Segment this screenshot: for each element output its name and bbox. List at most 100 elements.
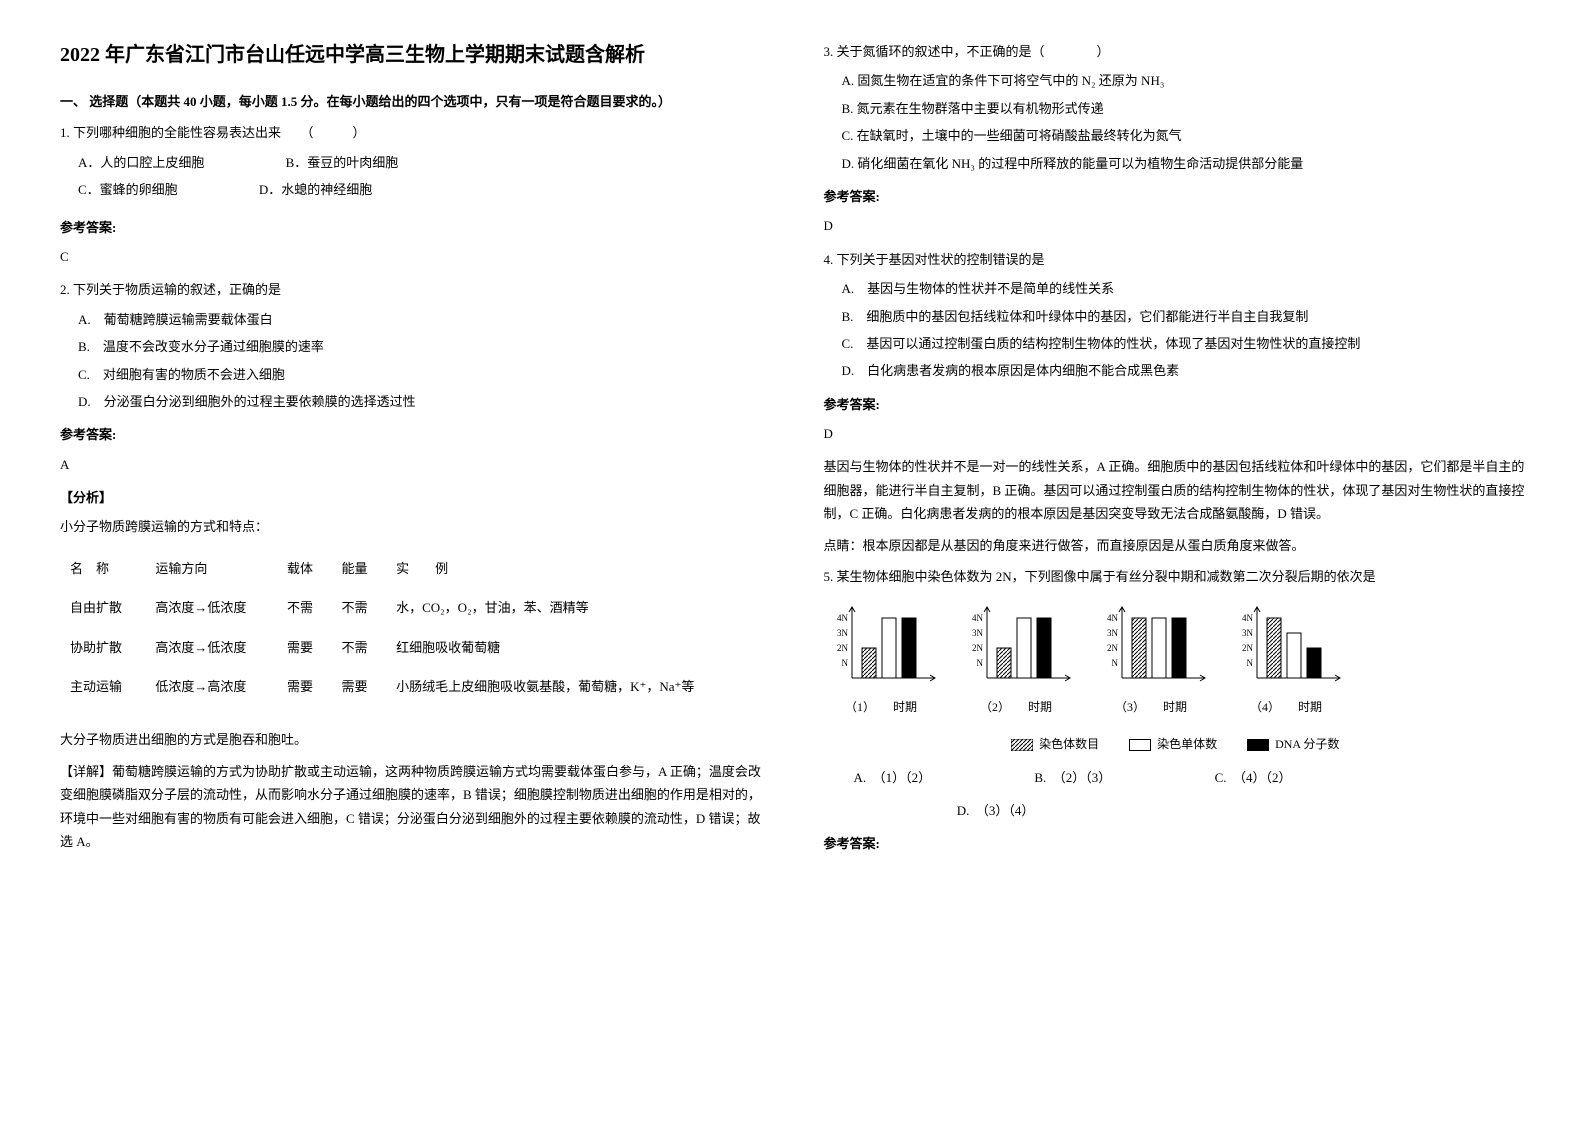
table-cell: 不需 [332, 628, 387, 667]
table-cell: 高浓度→低浓度 [145, 628, 277, 667]
table-cell: 主动运输 [60, 667, 145, 706]
table-cell: 协助扩散 [60, 628, 145, 667]
bar-chart-icon: 4N 3N 2N N [824, 603, 939, 693]
table-cell: 水，CO₂，O₂，甘油，苯、酒精等 [386, 588, 763, 627]
table-cell: 不需 [332, 588, 387, 627]
table-header: 能量 [332, 549, 387, 588]
q2-choice-b: B. 温度不会改变水分子通过细胞膜的速率 [78, 335, 764, 358]
q2-detail: 【详解】葡萄糖跨膜运输的方式为协助扩散或主动运输，这两种物质跨膜运输方式均需要载… [60, 760, 764, 854]
table-header: 实 例 [386, 549, 763, 588]
svg-text:4N: 4N [1242, 613, 1254, 623]
q1-answer: C [60, 245, 764, 268]
q4-answer: D [824, 422, 1528, 445]
svg-text:3N: 3N [1107, 628, 1119, 638]
table-row: 主动运输 低浓度→高浓度 需要 需要 小肠绒毛上皮细胞吸收氨基酸，葡萄糖，K⁺，… [60, 667, 764, 706]
table-cell: 红细胞吸收葡萄糖 [386, 628, 763, 667]
right-column: 3. 关于氮循环的叙述中，不正确的是（ ） A. 固氮生物在适宜的条件下可将空气… [824, 40, 1528, 862]
legend-row: 染色体数目 染色单体数 DNA 分子数 [824, 734, 1528, 756]
table-row: 名 称 运输方向 载体 能量 实 例 [60, 549, 764, 588]
q4-choice-b: B. 细胞质中的基因包括线粒体和叶绿体中的基因，它们都能进行半自主自我复制 [842, 305, 1528, 328]
svg-text:2N: 2N [1107, 643, 1119, 653]
q5-choices-2: D. （3）（4） [824, 799, 1528, 822]
q5-choice-b: B. （2）（3） [1034, 766, 1111, 789]
legend-item: DNA 分子数 [1247, 734, 1339, 756]
legend-label: DNA 分子数 [1275, 734, 1339, 756]
section-header-1: 一、 选择题（本题共 40 小题，每小题 1.5 分。在每小题给出的四个选项中，… [60, 90, 764, 113]
table-cell: 低浓度→高浓度 [145, 667, 277, 706]
q3-choice-a: A. 固氮生物在适宜的条件下可将空气中的 N₂ 还原为 NH₃ [842, 69, 1528, 92]
q1-choice-b: B．蚕豆的叶肉细胞 [286, 151, 399, 174]
q2-answer: A [60, 453, 764, 476]
svg-text:N: N [1111, 658, 1118, 668]
legend-item: 染色体数目 [1011, 734, 1099, 756]
legend-item: 染色单体数 [1129, 734, 1217, 756]
q5-choice-d: D. （3）（4） [957, 799, 1035, 822]
svg-text:4N: 4N [972, 613, 984, 623]
table-cell: 需要 [277, 628, 332, 667]
q3-choice-c: C. 在缺氧时，土壤中的一些细菌可将硝酸盐最终转化为氮气 [842, 124, 1528, 147]
q1-answer-label: 参考答案: [60, 216, 764, 239]
q2-choice-c: C. 对细胞有害的物质不会进入细胞 [78, 363, 764, 386]
q4-answer-label: 参考答案: [824, 393, 1528, 416]
svg-text:4N: 4N [837, 613, 849, 623]
chart-label: （4） 时期 [1229, 697, 1344, 719]
q3-answer: D [824, 214, 1528, 237]
svg-text:N: N [1246, 658, 1253, 668]
q4-choice-d: D. 白化病患者发病的根本原因是体内细胞不能合成黑色素 [842, 359, 1528, 382]
svg-text:N: N [841, 658, 848, 668]
q5-choices: A. （1）（2） B. （2）（3） C. （4）（2） [854, 766, 1528, 789]
legend-swatch-solid-icon [1247, 739, 1269, 751]
bar-chart-icon: 4N 3N 2N N [1229, 603, 1344, 693]
chart-3: 4N 3N 2N N （3） 时期 [1094, 603, 1209, 719]
q5-choice-c: C. （4）（2） [1215, 766, 1292, 789]
q4-tip: 点睛：根本原因都是从基因的角度来进行做答，而直接原因是从蛋白质角度来做答。 [824, 534, 1528, 557]
legend-label: 染色单体数 [1157, 734, 1217, 756]
q5-choice-a: A. （1）（2） [854, 766, 932, 789]
chart-4: 4N 3N 2N N （4） 时期 [1229, 603, 1344, 719]
svg-text:3N: 3N [1242, 628, 1254, 638]
transport-table: 名 称 运输方向 载体 能量 实 例 自由扩散 高浓度→低浓度 不需 不需 水，… [60, 549, 764, 707]
table-cell: 高浓度→低浓度 [145, 588, 277, 627]
chart-label: （2） 时期 [959, 697, 1074, 719]
q2-analysis-label: 【分析】 [60, 486, 764, 509]
q1-choice-a: A．人的口腔上皮细胞 [78, 151, 204, 174]
q4-choice-a: A. 基因与生物体的性状并不是简单的线性关系 [842, 277, 1528, 300]
q4-explain: 基因与生物体的性状并不是一对一的线性关系，A 正确。细胞质中的基因包括线粒体和叶… [824, 455, 1528, 525]
q2-note: 大分子物质进出细胞的方式是胞吞和胞吐。 [60, 728, 764, 751]
q3-choice-b: B. 氮元素在生物群落中主要以有机物形式传递 [842, 97, 1528, 120]
table-cell: 不需 [277, 588, 332, 627]
svg-text:2N: 2N [837, 643, 849, 653]
svg-text:N: N [976, 658, 983, 668]
q2-choice-d: D. 分泌蛋白分泌到细胞外的过程主要依赖膜的选择透过性 [78, 390, 764, 413]
svg-text:3N: 3N [972, 628, 984, 638]
svg-text:2N: 2N [1242, 643, 1254, 653]
legend-swatch-empty-icon [1129, 739, 1151, 751]
charts-row: 4N3N2NN（1） 时期4N3N2NN（2） 时期4N3N2NN（3） 时期4… [824, 603, 1528, 719]
q2-answer-label: 参考答案: [60, 423, 764, 446]
page-title: 2022 年广东省江门市台山任远中学高三生物上学期期末试题含解析 [60, 40, 764, 70]
q3-answer-label: 参考答案: [824, 185, 1528, 208]
legend-label: 染色体数目 [1039, 734, 1099, 756]
q1-text: 1. 下列哪种细胞的全能性容易表达出来 （ ） [60, 121, 764, 144]
table-row: 自由扩散 高浓度→低浓度 不需 不需 水，CO₂，O₂，甘油，苯、酒精等 [60, 588, 764, 627]
left-column: 2022 年广东省江门市台山任远中学高三生物上学期期末试题含解析 一、 选择题（… [60, 40, 764, 862]
chart-label: （3） 时期 [1094, 697, 1209, 719]
table-cell: 自由扩散 [60, 588, 145, 627]
q1-choice-d: D．水螅的神经细胞 [259, 178, 372, 201]
legend-swatch-hatched-icon [1011, 739, 1033, 751]
q2-analysis-text: 小分子物质跨膜运输的方式和特点： [60, 515, 764, 538]
bar-chart-icon: 4N3N2NN [959, 603, 1074, 693]
svg-text:4N: 4N [1107, 613, 1119, 623]
q3-text: 3. 关于氮循环的叙述中，不正确的是（ ） [824, 40, 1528, 63]
table-row: 协助扩散 高浓度→低浓度 需要 不需 红细胞吸收葡萄糖 [60, 628, 764, 667]
q3-choice-d: D. 硝化细菌在氧化 NH₃ 的过程中所释放的能量可以为植物生命活动提供部分能量 [842, 152, 1528, 175]
svg-text:3N: 3N [837, 628, 849, 638]
table-header: 名 称 [60, 549, 145, 588]
q4-text: 4. 下列关于基因对性状的控制错误的是 [824, 248, 1528, 271]
q5-text: 5. 某生物体细胞中染色体数为 2N，下列图像中属于有丝分裂中期和减数第二次分裂… [824, 565, 1528, 588]
q2-choice-a: A. 葡萄糖跨膜运输需要载体蛋白 [78, 308, 764, 331]
q5-answer-label: 参考答案: [824, 832, 1528, 855]
bar-chart-icon: 4N 3N 2N N [1094, 603, 1209, 693]
q2-text: 2. 下列关于物质运输的叙述，正确的是 [60, 278, 764, 301]
table-cell: 需要 [277, 667, 332, 706]
